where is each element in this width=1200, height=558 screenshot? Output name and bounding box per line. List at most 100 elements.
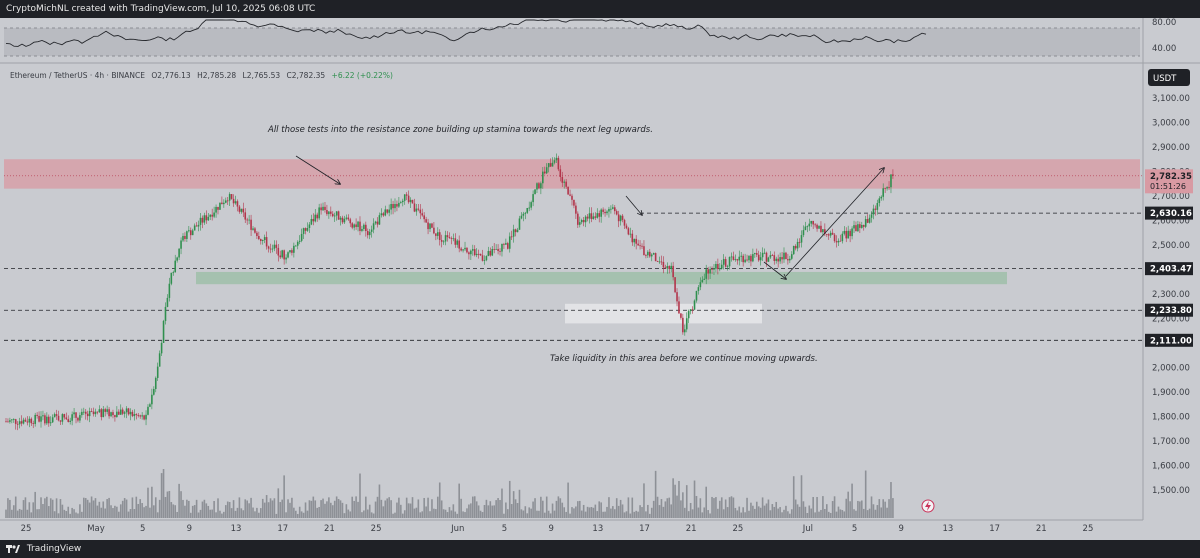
price-tick-label: 1,900.00 bbox=[1152, 388, 1190, 398]
volume-bar bbox=[849, 501, 851, 518]
candle-body bbox=[110, 412, 112, 417]
volume-bar bbox=[51, 499, 54, 518]
price-chart[interactable]: 80.00 40.00 Ethereum / TetherUS · 4h · B… bbox=[0, 18, 1200, 540]
candle-body bbox=[549, 163, 552, 167]
candle-body bbox=[855, 225, 857, 232]
volume-bar bbox=[96, 505, 99, 518]
volume-bar bbox=[672, 478, 674, 518]
candle-body bbox=[660, 261, 663, 263]
volume-bar bbox=[12, 505, 15, 518]
candle-body bbox=[495, 248, 497, 250]
candle-body bbox=[44, 415, 46, 424]
candle-body bbox=[419, 209, 422, 214]
rsi-band bbox=[4, 28, 1140, 56]
currency-badge[interactable] bbox=[1148, 69, 1190, 86]
candle-body bbox=[715, 263, 717, 269]
candle-body bbox=[84, 411, 87, 414]
candle-body bbox=[306, 227, 309, 231]
time-axis-label: 9 bbox=[899, 524, 904, 534]
volume-bar bbox=[357, 501, 359, 518]
candle-body bbox=[685, 318, 688, 330]
candle-body bbox=[816, 224, 818, 229]
candle-body bbox=[647, 251, 649, 256]
candle-body bbox=[199, 217, 202, 225]
volume-bar bbox=[427, 497, 429, 518]
candle-body bbox=[847, 230, 849, 239]
candle-body bbox=[188, 230, 190, 232]
volume-bar bbox=[748, 510, 750, 518]
volume-bar bbox=[754, 508, 756, 518]
candle-body bbox=[318, 207, 320, 219]
volume-bar bbox=[534, 498, 536, 518]
candle-body bbox=[748, 255, 750, 261]
volume-bar bbox=[108, 497, 110, 518]
volume-bar bbox=[295, 510, 297, 518]
candle-body bbox=[154, 377, 157, 390]
candle-body bbox=[417, 208, 420, 210]
candle-body bbox=[684, 329, 686, 333]
volume-bar bbox=[104, 508, 106, 518]
volume-bar bbox=[94, 498, 97, 518]
candle-body bbox=[180, 240, 182, 249]
price-tag-value: 2,233.80 bbox=[1150, 306, 1192, 316]
volume-bar bbox=[647, 504, 649, 518]
candle-body bbox=[666, 266, 669, 269]
volume-bar bbox=[431, 499, 433, 518]
candle-body bbox=[845, 230, 848, 239]
volume-bar bbox=[814, 512, 816, 518]
candle-body bbox=[86, 413, 89, 417]
candle-body bbox=[503, 243, 505, 245]
candle-body bbox=[827, 234, 830, 236]
volume-bar bbox=[53, 511, 56, 518]
chart-header: CryptoMichNL created with TradingView.co… bbox=[0, 0, 1200, 18]
candle-body bbox=[456, 240, 459, 245]
candle-body bbox=[472, 249, 474, 251]
candle-body bbox=[703, 278, 706, 280]
volume-bar bbox=[571, 507, 573, 518]
volume-bar bbox=[861, 500, 863, 518]
volume-bar bbox=[750, 502, 752, 518]
volume-bar bbox=[520, 509, 523, 518]
volume-bar bbox=[341, 502, 344, 518]
volume-bar bbox=[792, 476, 795, 518]
candles bbox=[5, 153, 894, 431]
volume-bar bbox=[578, 500, 581, 518]
candle-body bbox=[77, 417, 79, 421]
volume-bar bbox=[569, 513, 571, 518]
volume-bar bbox=[744, 512, 746, 518]
volume-bar bbox=[363, 510, 365, 518]
volume-bar bbox=[522, 510, 525, 518]
price-axis: 3,100.003,000.002,900.002,800.002,700.00… bbox=[1152, 94, 1190, 496]
volume-bar bbox=[370, 512, 373, 518]
candle-body bbox=[357, 221, 359, 228]
candle-body bbox=[300, 233, 303, 241]
price-tag bbox=[1145, 303, 1193, 317]
candle-body bbox=[396, 204, 398, 207]
volume-bar bbox=[312, 496, 315, 518]
candle-body bbox=[228, 194, 231, 201]
volume-bar bbox=[563, 507, 566, 518]
volume-bar bbox=[429, 511, 431, 518]
candle-body bbox=[765, 252, 768, 262]
price-tick-label: 2,900.00 bbox=[1152, 143, 1190, 153]
candle-body bbox=[438, 232, 441, 240]
candle-body bbox=[699, 282, 702, 288]
time-axis-label: 13 bbox=[592, 524, 603, 534]
volume-bar bbox=[820, 509, 822, 518]
volume-bar bbox=[203, 499, 206, 518]
volume-bar bbox=[468, 504, 470, 518]
volume-bar bbox=[771, 504, 774, 518]
volume-bar bbox=[588, 507, 591, 518]
candle-body bbox=[209, 214, 212, 217]
volume-bar bbox=[46, 496, 48, 518]
volume-bar bbox=[314, 500, 317, 518]
volume-bar bbox=[549, 513, 552, 518]
candle-body bbox=[682, 317, 684, 333]
candle-body bbox=[401, 200, 404, 203]
liquidity-note: Take liquidity in this area before we co… bbox=[550, 354, 818, 364]
candle-body bbox=[697, 287, 700, 291]
candle-body bbox=[382, 213, 385, 216]
candle-body bbox=[108, 409, 110, 417]
volume-bar bbox=[483, 505, 486, 518]
